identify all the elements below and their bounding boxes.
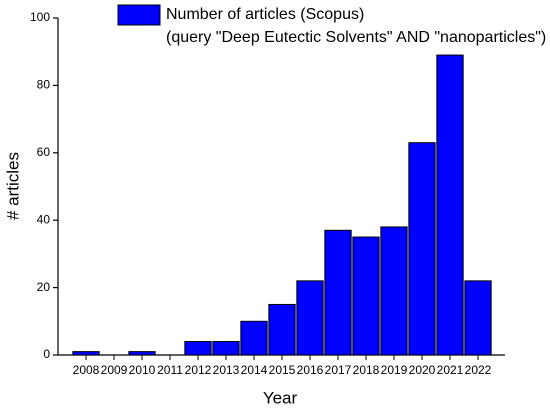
y-axis-label: # articles [3, 152, 22, 220]
bar [324, 229, 352, 356]
legend-annotation: (query "Deep Eutectic Solvents" AND "nan… [166, 29, 546, 46]
x-tick-label: 2019 [381, 363, 408, 377]
x-tick-label: 2020 [409, 363, 436, 377]
bar [408, 142, 436, 356]
bar [436, 54, 464, 356]
x-tick-label: 2018 [353, 363, 380, 377]
y-tick-label: 40 [37, 212, 51, 226]
x-tick-label: 2022 [465, 363, 492, 377]
bar [72, 351, 100, 356]
bar [240, 320, 268, 356]
y-tick-label: 20 [37, 280, 51, 294]
x-tick-label: 2009 [101, 363, 128, 377]
bar [464, 280, 492, 356]
x-axis-label: Year [263, 388, 298, 407]
x-tick-label: 2010 [129, 363, 156, 377]
x-tick-label: 2011 [157, 363, 183, 377]
bar [296, 280, 324, 356]
x-tick-label: 2015 [269, 363, 296, 377]
bar [128, 351, 156, 356]
bar [184, 341, 212, 356]
bar [212, 341, 240, 356]
bar [352, 236, 380, 356]
legend-label: Number of articles (Scopus) [166, 6, 364, 23]
x-tick-label: 2008 [73, 363, 100, 377]
x-tick-label: 2017 [325, 363, 352, 377]
x-tick-label: 2021 [437, 363, 464, 377]
y-tick-label: 80 [37, 78, 51, 92]
x-tick-label: 2013 [213, 363, 240, 377]
bar [268, 303, 296, 356]
y-tick-label: 0 [43, 347, 50, 361]
x-tick-label: 2012 [185, 363, 212, 377]
x-tick-label: 2016 [297, 363, 324, 377]
bar [380, 226, 408, 356]
y-tick-label: 60 [37, 145, 51, 159]
legend-swatch [117, 4, 161, 26]
x-tick-label: 2014 [241, 363, 268, 377]
y-tick-label: 100 [30, 10, 50, 24]
